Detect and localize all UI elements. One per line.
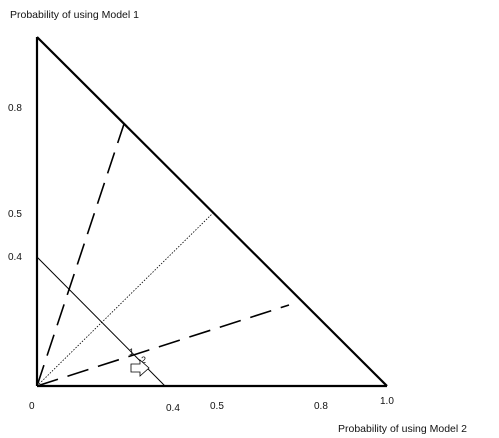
marker-label-1: 1 — [129, 347, 134, 357]
x-tick-0-4: 0.4 — [166, 403, 180, 414]
marker-label-2: 2 — [141, 355, 146, 365]
y-tick-0-8: 0.8 — [8, 103, 22, 114]
dotted-median-line — [36, 212, 214, 387]
dashed-line-upper — [36, 123, 125, 387]
x-tick-0-5: 0.5 — [210, 401, 224, 412]
y-tick-0-5: 0.5 — [8, 209, 22, 220]
dashed-line-lower — [36, 304, 290, 387]
arrow-icon — [130, 359, 150, 377]
y-axis-label: Probability of using Model 1 — [10, 9, 139, 21]
x-tick-1-0: 1.0 — [380, 396, 394, 407]
x-tick-0-8: 0.8 — [314, 401, 328, 412]
hypotenuse-line — [36, 36, 388, 387]
x-tick-0: 0 — [29, 401, 35, 412]
y-tick-0-4: 0.4 — [8, 252, 22, 263]
x-axis-label: Probability of using Model 2 — [338, 423, 467, 435]
